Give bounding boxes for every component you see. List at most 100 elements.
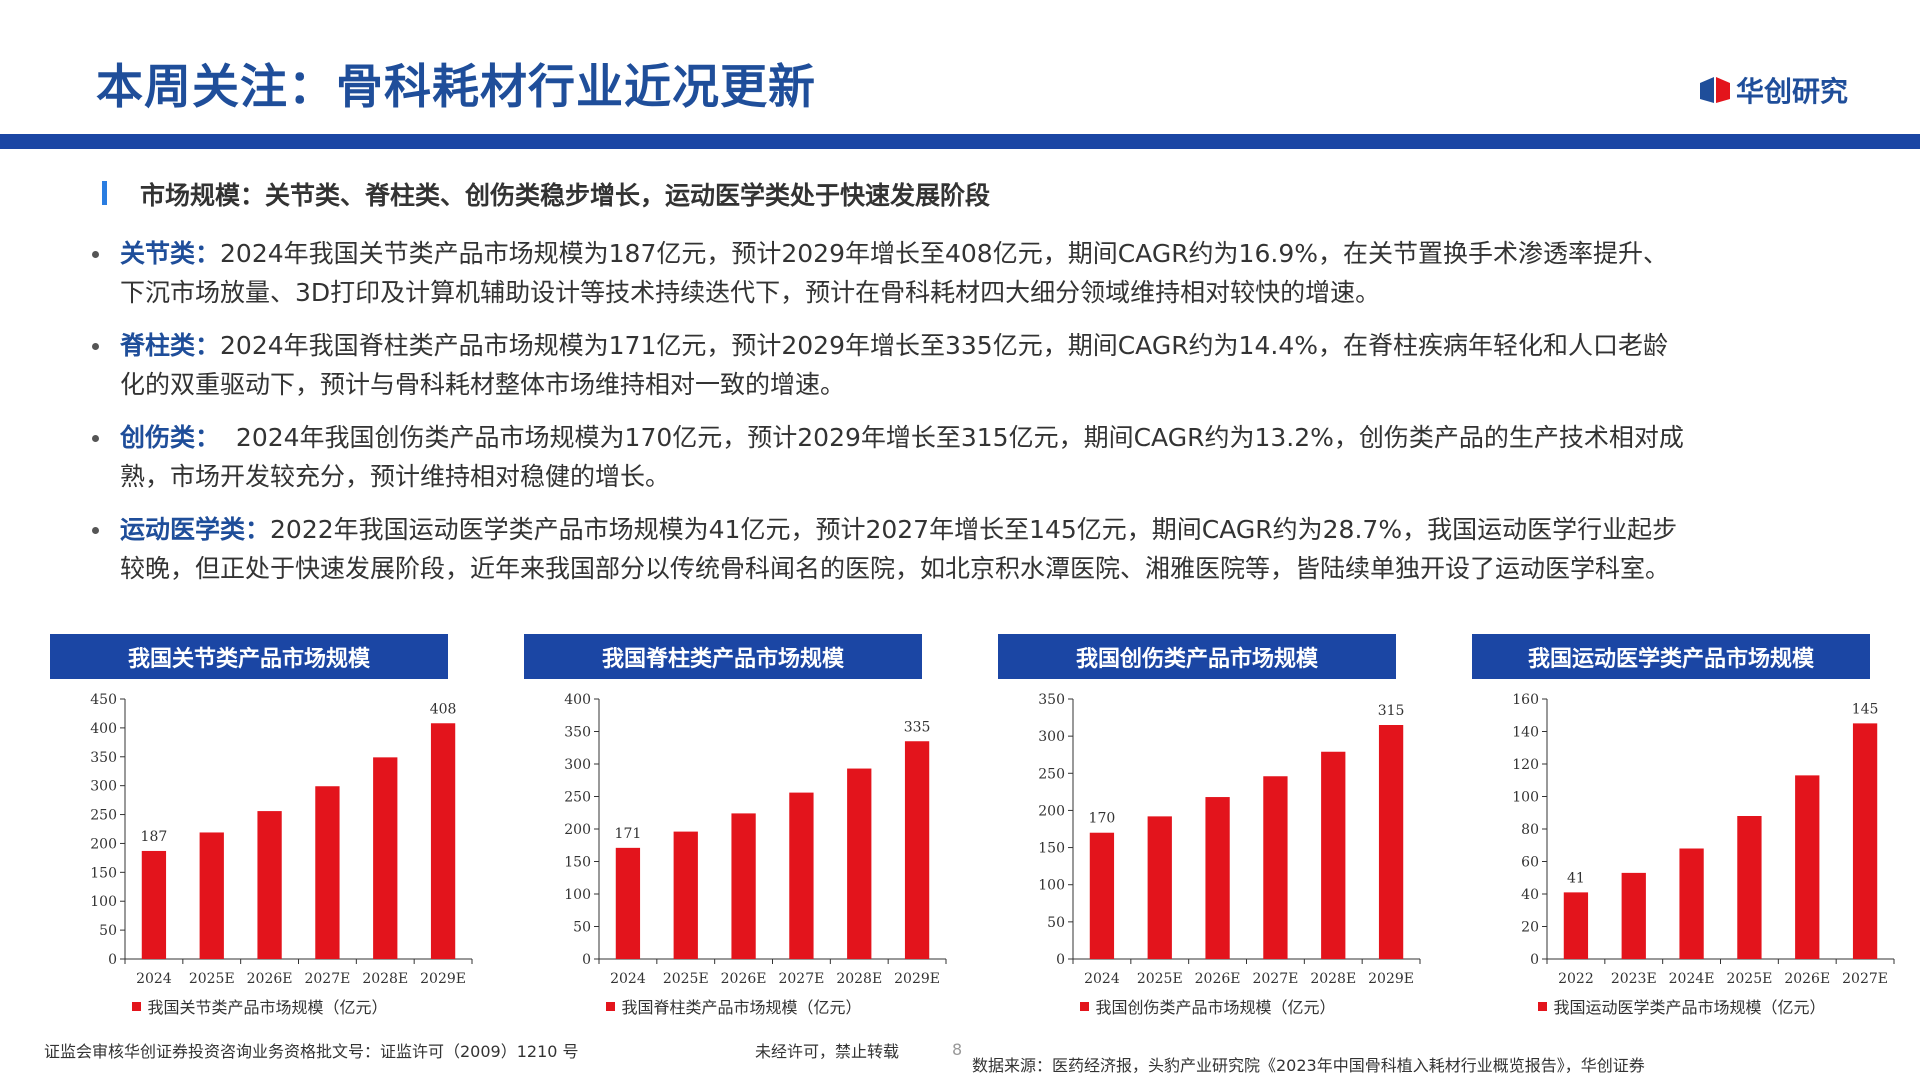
- bar: [1621, 872, 1646, 959]
- bar: [1852, 723, 1878, 959]
- x-tick-label: 2029E: [894, 971, 940, 987]
- bullet-text: 2022年我国运动医学类产品市场规模为41亿元，预计2027年增长至145亿元，…: [120, 515, 1678, 583]
- chart-plot: 0 50 100 150 200 250 300 350 400 2024 2025E 2026E 20…: [564, 692, 947, 987]
- y-tick-label: 50: [1047, 915, 1065, 931]
- y-tick-label: 250: [1038, 766, 1065, 782]
- subheading-marker: [102, 181, 107, 205]
- data-label: 170: [1089, 811, 1116, 827]
- bar: [1737, 816, 1762, 959]
- legend-label: 我国创伤类产品市场规模（亿元）: [1095, 998, 1336, 1017]
- y-tick-label: 100: [1512, 790, 1539, 806]
- y-tick-label: 100: [1038, 878, 1065, 894]
- bullet-dot-icon: [92, 251, 99, 258]
- chart-plot: 0 50 100 150 200 250 300 350 2024 2025E 2026E 2027E…: [1038, 692, 1421, 987]
- y-tick-label: 200: [1038, 803, 1065, 819]
- y-tick-label: 350: [90, 750, 117, 766]
- bullet-trauma: 创伤类： 2024年我国创伤类产品市场规模为170亿元，预计2029年增长至31…: [90, 418, 1690, 496]
- brand-logo: 华创研究: [1700, 70, 1848, 110]
- chart-spine: 我国脊柱类产品市场规模 0 50 100 150 200 250 300 350 400 2024…: [514, 634, 954, 1024]
- bar: [1321, 751, 1346, 959]
- legend-swatch: [132, 1001, 142, 1011]
- y-tick-label: 300: [1038, 729, 1065, 745]
- bullet-label: 脊柱类：: [120, 331, 221, 360]
- legend-swatch: [606, 1001, 616, 1011]
- x-tick-label: 2028E: [1310, 971, 1356, 987]
- bullet-list: 关节类：2024年我国关节类产品市场规模为187亿元，预计2029年增长至408…: [90, 234, 1690, 602]
- y-tick-label: 100: [564, 887, 591, 903]
- y-tick-label: 80: [1521, 822, 1539, 838]
- data-label: 315: [1378, 703, 1405, 719]
- y-tick-label: 250: [564, 790, 591, 806]
- bullet-dot-icon: [92, 527, 99, 534]
- chart-title: 我国脊柱类产品市场规模: [524, 634, 922, 679]
- y-tick-label: 0: [1056, 952, 1065, 968]
- y-tick-label: 40: [1521, 887, 1539, 903]
- x-tick-label: 2025E: [1726, 971, 1772, 987]
- x-tick-label: 2024E: [1669, 971, 1715, 987]
- y-tick-label: 60: [1521, 855, 1539, 871]
- y-tick-label: 250: [90, 808, 117, 824]
- chart-plot: 0 20 40 60 80 100 120 140 160 2022 2023E 2024E 2025E…: [1512, 692, 1895, 987]
- logo-text: 华创研究: [1736, 75, 1849, 108]
- y-tick-label: 150: [1038, 841, 1065, 857]
- x-tick-label: 2027E: [778, 971, 824, 987]
- y-tick-label: 200: [564, 822, 591, 838]
- legend-swatch: [1080, 1001, 1090, 1011]
- x-tick-label: 2024: [136, 971, 172, 987]
- x-tick-label: 2027E: [1252, 971, 1298, 987]
- chart-joint: 我国关节类产品市场规模 0 50 100 150 200 250 300 350 400 450 2…: [40, 634, 480, 1024]
- x-tick-label: 2026E: [1784, 971, 1830, 987]
- bar: [199, 832, 224, 959]
- bullet-sports-medicine: 运动医学类：2022年我国运动医学类产品市场规模为41亿元，预计2027年增长至…: [90, 510, 1690, 588]
- legend-label: 我国关节类产品市场规模（亿元）: [147, 998, 388, 1017]
- bar: [615, 847, 641, 959]
- data-label: 408: [430, 701, 457, 717]
- y-tick-label: 50: [99, 923, 117, 939]
- chart-legend: 我国运动医学类产品市场规模（亿元）: [1462, 994, 1902, 1018]
- bullet-label: 关节类：: [120, 239, 221, 268]
- bullet-label: 创伤类：: [120, 423, 221, 452]
- y-tick-label: 160: [1512, 692, 1539, 708]
- bullet-joint: 关节类：2024年我国关节类产品市场规模为187亿元，预计2029年增长至408…: [90, 234, 1690, 312]
- x-tick-label: 2024: [1084, 971, 1120, 987]
- x-tick-label: 2024: [610, 971, 646, 987]
- data-label: 335: [904, 719, 931, 735]
- y-tick-label: 150: [90, 865, 117, 881]
- data-label: 171: [615, 826, 642, 842]
- y-tick-label: 150: [564, 855, 591, 871]
- x-tick-label: 2026E: [1195, 971, 1241, 987]
- footer-source: 数据来源：医药经济报，头豹产业研究院《2023年中国骨科植入耗材行业概览报告》，…: [972, 1056, 1645, 1075]
- bar: [789, 792, 814, 959]
- x-tick-label: 2029E: [1368, 971, 1414, 987]
- y-tick-label: 350: [564, 725, 591, 741]
- x-tick-label: 2028E: [362, 971, 408, 987]
- footer-license: 证监会审核华创证券投资咨询业务资格批文号：证监许可（2009）1210 号: [44, 1042, 579, 1061]
- y-tick-label: 140: [1512, 725, 1539, 741]
- chart-sports-medicine: 我国运动医学类产品市场规模 0 20 40 60 80 100 120 140 160 2022 2…: [1462, 634, 1902, 1024]
- x-tick-label: 2026E: [247, 971, 293, 987]
- legend-swatch: [1538, 1001, 1548, 1011]
- subheading: 市场规模：关节类、脊柱类、创伤类稳步增长，运动医学类处于快速发展阶段: [140, 181, 991, 210]
- bar: [141, 850, 167, 959]
- y-tick-label: 300: [90, 779, 117, 795]
- chart-title: 我国关节类产品市场规模: [50, 634, 448, 679]
- x-tick-label: 2027E: [304, 971, 350, 987]
- x-tick-label: 2025E: [189, 971, 235, 987]
- data-label: 145: [1852, 701, 1879, 717]
- footer-notice: 未经许可，禁止转载: [755, 1042, 900, 1061]
- bar: [430, 723, 456, 959]
- x-tick-label: 2023E: [1611, 971, 1657, 987]
- y-tick-label: 400: [90, 721, 117, 737]
- y-tick-label: 200: [90, 836, 117, 852]
- x-tick-label: 2028E: [836, 971, 882, 987]
- y-tick-label: 0: [582, 952, 591, 968]
- y-tick-label: 450: [90, 692, 117, 708]
- bar: [373, 757, 398, 959]
- bar: [673, 831, 698, 959]
- bar: [1795, 775, 1820, 959]
- y-tick-label: 0: [1530, 952, 1539, 968]
- data-label: 187: [141, 829, 168, 845]
- header-divider: [0, 134, 1920, 149]
- page-title: 本周关注：骨科耗材行业近况更新: [96, 60, 816, 115]
- y-tick-label: 350: [1038, 692, 1065, 708]
